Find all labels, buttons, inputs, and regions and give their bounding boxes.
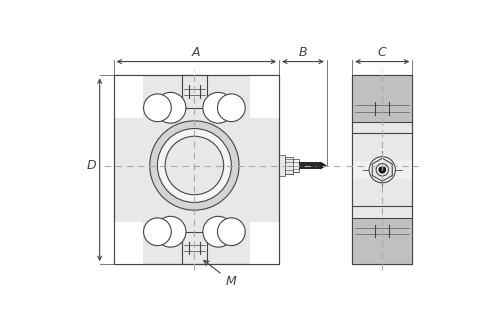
Circle shape	[143, 218, 171, 246]
Circle shape	[218, 94, 245, 122]
Circle shape	[143, 94, 171, 122]
Text: M: M	[204, 260, 236, 287]
Circle shape	[155, 92, 186, 123]
Bar	[352, 122, 412, 218]
Bar	[250, 76, 279, 118]
Polygon shape	[321, 162, 327, 169]
Circle shape	[157, 129, 232, 202]
Bar	[352, 161, 412, 179]
Bar	[352, 206, 412, 218]
Text: D: D	[87, 159, 97, 172]
Circle shape	[381, 169, 383, 171]
Circle shape	[203, 92, 234, 123]
Polygon shape	[373, 158, 392, 181]
Bar	[114, 222, 143, 264]
Bar	[114, 76, 143, 118]
Circle shape	[376, 164, 388, 176]
Circle shape	[378, 166, 386, 174]
Bar	[352, 76, 412, 122]
Text: C: C	[378, 46, 386, 59]
Bar	[352, 122, 412, 133]
Circle shape	[150, 121, 239, 210]
Text: A: A	[192, 46, 201, 59]
Circle shape	[165, 136, 224, 195]
Bar	[352, 76, 412, 264]
Bar	[352, 76, 412, 264]
Circle shape	[203, 216, 234, 247]
Bar	[299, 162, 321, 169]
Bar	[352, 206, 412, 218]
Circle shape	[218, 218, 245, 246]
Bar	[114, 76, 279, 264]
Bar	[352, 218, 412, 264]
Bar	[114, 76, 279, 264]
Text: B: B	[299, 46, 307, 59]
Circle shape	[369, 157, 395, 183]
Bar	[250, 222, 279, 264]
Bar	[285, 157, 293, 174]
Circle shape	[155, 216, 186, 247]
Bar	[279, 155, 285, 176]
Bar	[293, 159, 299, 172]
Bar	[182, 76, 207, 108]
Bar	[182, 232, 207, 264]
